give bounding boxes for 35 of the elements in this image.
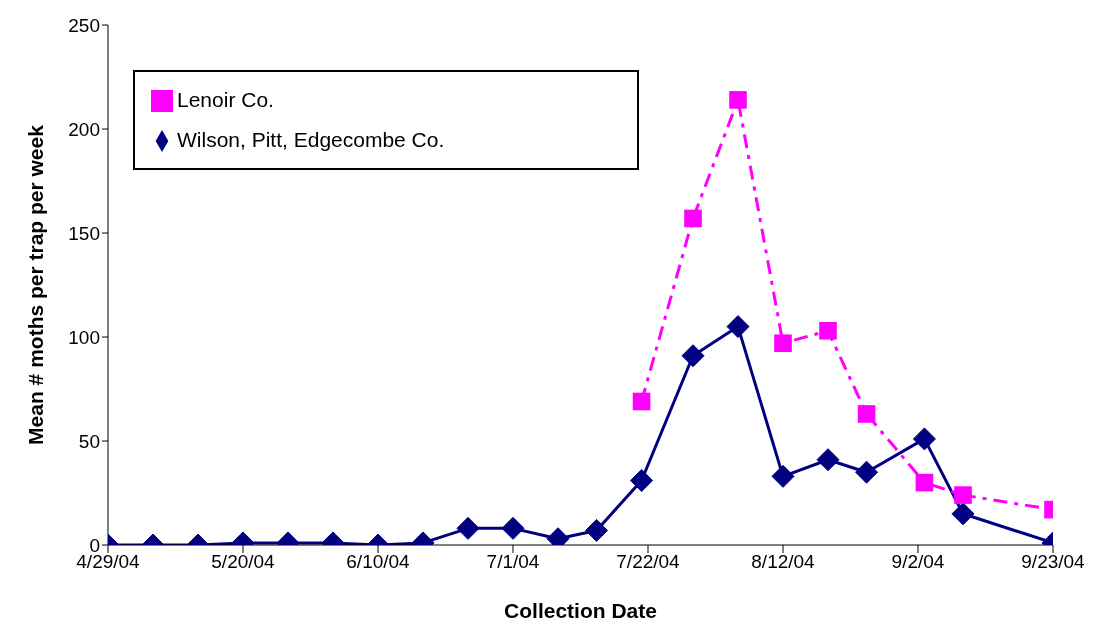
- x-tick-label: 9/23/04: [1021, 551, 1086, 573]
- point: [857, 405, 876, 423]
- y-tick-label: 50: [78, 430, 100, 452]
- x-tick-label: 7/22/04: [616, 551, 681, 573]
- point: [632, 392, 651, 411]
- y-tick-label: 100: [68, 326, 100, 348]
- point: [729, 91, 747, 109]
- legend-label: Lenoir Co.: [177, 88, 274, 111]
- point: [585, 518, 609, 542]
- point: [915, 473, 934, 492]
- point: [951, 502, 975, 526]
- x-tick-label: 7/1/04: [486, 551, 540, 573]
- point: [501, 516, 525, 540]
- x-tick-label: 5/20/04: [211, 551, 276, 573]
- x-tick-label: 8/12/04: [751, 551, 816, 573]
- point: [771, 464, 795, 488]
- point: [855, 460, 879, 484]
- point: [456, 516, 480, 540]
- y-tick-label: 200: [68, 118, 100, 140]
- x-tick-label: 6/10/04: [346, 551, 411, 573]
- y-axis-title: Mean # moths per trap per week: [24, 124, 48, 445]
- point: [630, 469, 654, 493]
- x-axis-title: Collection Date: [504, 599, 657, 622]
- point: [954, 486, 972, 504]
- point: [912, 427, 936, 451]
- y-tick-label: 250: [68, 14, 100, 36]
- point: [774, 334, 792, 353]
- x-tick-label: 9/2/04: [891, 551, 945, 573]
- point: [819, 321, 837, 340]
- point: [816, 448, 840, 472]
- point: [684, 209, 702, 228]
- point: [681, 344, 705, 368]
- legend-label: Wilson, Pitt, Edgecombe Co.: [177, 128, 445, 151]
- point: [726, 315, 750, 339]
- y-tick-label: 150: [68, 222, 100, 244]
